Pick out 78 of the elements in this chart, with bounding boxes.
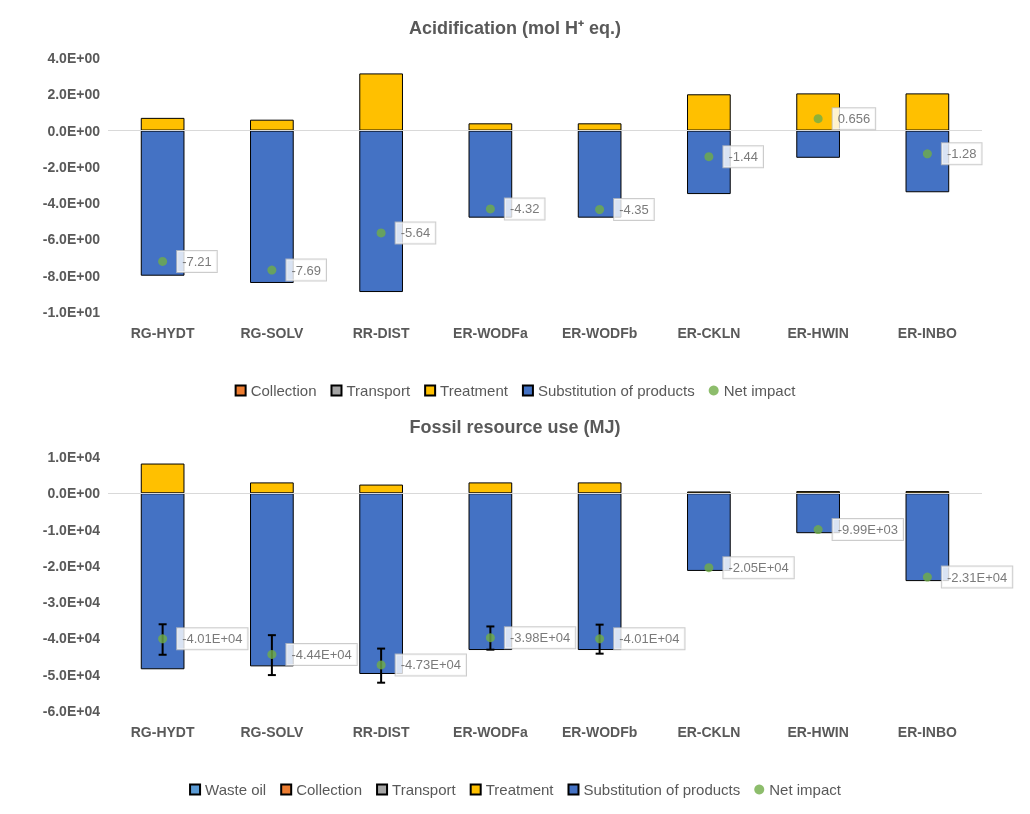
y-tick-label: -8.0E+00 [42,267,101,284]
x-tick-label: RG-HYDT [130,325,195,341]
legend-label: Collection [250,382,317,399]
x-tick-label: ER-WODFa [453,724,528,740]
point [158,256,168,266]
y-tick-label: -1.0E+01 [42,304,101,320]
data-label: -7.69 [291,262,322,278]
data-label: -2.31E+04 [946,569,1008,585]
data-label: -4.01E+04 [619,631,680,647]
y-tick-label: 4.0E+00 [47,50,101,66]
y-tick-label: -1.0E+04 [42,521,101,538]
y-tick-label: 0.0E+00 [47,485,101,502]
y-tick-label: -6.0E+04 [42,703,101,719]
point [595,634,605,644]
data-label: -2.05E+04 [728,560,789,576]
data-label: -4.73E+04 [400,657,461,673]
y-tick-label: -2.0E+00 [42,158,101,175]
data-label: -4.35 [619,201,649,217]
data-label: -1.44 [728,149,759,165]
x-tick-label: ER-INBO [897,325,958,341]
data-label: -9.99E+03 [837,522,898,538]
x-tick-label: RG-SOLV [240,325,304,341]
x-tick-label: ER-HWIN [787,724,849,740]
chart-title: Fossil resource use (MJ) [409,417,621,437]
point [267,265,277,275]
chart-title: Acidification (mol H⁺ eq.) [408,18,622,38]
point [376,228,386,238]
x-tick-label: ER-WODFb [561,325,638,341]
point [813,114,823,124]
y-tick-label: -3.0E+04 [42,594,101,611]
data-label: -1.28 [946,146,977,162]
point [485,204,495,214]
x-tick-label: ER-HWIN [787,325,849,341]
point [922,572,932,582]
legend-label: Treatment [440,382,509,399]
x-tick-label: ER-CKLN [677,724,741,740]
legend-label: Transport [392,781,457,798]
legend-label: Treatment [485,781,555,798]
x-tick-label: RR-DIST [352,724,410,740]
point [376,660,386,670]
point [704,152,714,162]
point [813,525,823,535]
legend-label: Transport [346,382,411,399]
data-label: -4.01E+04 [182,631,243,647]
data-label: -4.44E+04 [291,646,352,662]
y-tick-label: 0.0E+00 [47,122,101,139]
x-tick-label: RG-HYDT [130,724,195,740]
data-label: -3.98E+04 [509,630,571,646]
x-tick-label: ER-INBO [897,724,958,740]
data-label: -7.21 [182,253,212,269]
legend-label: Collection [296,781,363,798]
point [267,649,277,659]
x-tick-label: ER-WODFb [561,724,638,740]
data-label: -5.64 [400,225,431,241]
y-tick-label: -4.0E+00 [42,195,101,212]
data-label: -4.32 [509,201,540,217]
x-tick-label: ER-WODFa [453,325,528,341]
legend-label: Net impact [769,781,842,798]
data-label: 0.656 [837,111,871,127]
legend-label: Substitution of products [583,781,741,798]
point [704,563,714,573]
legend-label: Net impact [723,382,797,399]
y-tick-label: -2.0E+04 [42,557,101,574]
point [595,204,605,214]
y-tick-label: 2.0E+00 [47,86,101,103]
legend-label: Waste oil [205,781,267,798]
x-tick-label: ER-CKLN [677,325,741,341]
point [485,633,495,643]
legend-label: Substitution of products [537,382,695,399]
point [922,149,932,159]
x-tick-label: RG-SOLV [240,724,304,740]
y-tick-label: 1.0E+04 [47,449,101,465]
y-tick-label: -5.0E+04 [42,666,101,683]
point [158,634,168,644]
y-tick-label: -4.0E+04 [42,630,101,647]
x-tick-label: RR-DIST [352,325,410,341]
bar [687,493,731,571]
y-tick-label: -6.0E+00 [42,231,101,248]
